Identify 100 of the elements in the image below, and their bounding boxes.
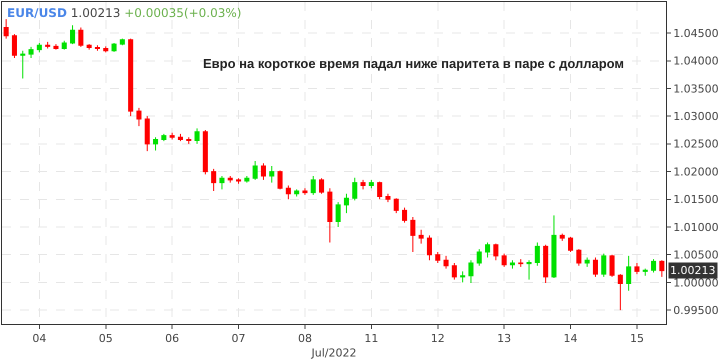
candlestick [618, 274, 623, 311]
candlestick [194, 128, 200, 144]
candlestick [518, 258, 524, 268]
x-tick-label: 07 [232, 332, 246, 346]
candlestick [244, 176, 250, 184]
candlestick [642, 268, 648, 276]
y-tick-label: 1.03000 [673, 110, 719, 124]
y-tick-label: 1.02000 [673, 165, 719, 178]
candlestick [460, 270, 466, 283]
y-tick-label: 1.03500 [673, 82, 719, 96]
candlestick [410, 216, 416, 252]
candlestick [402, 207, 408, 224]
candlestick [236, 178, 242, 184]
candlestick [592, 256, 598, 278]
candlestick [252, 160, 258, 180]
candlestick [12, 34, 17, 58]
x-tick-label: 15 [630, 332, 644, 346]
candlestick [62, 40, 67, 50]
candlestick [418, 229, 424, 244]
candlestick [260, 162, 266, 180]
x-tick-label: 12 [430, 332, 445, 346]
candlestick [534, 242, 540, 266]
candlestick [344, 193, 349, 214]
candlestick [485, 242, 490, 258]
candlestick [36, 42, 42, 53]
candlestick [568, 236, 574, 252]
candlestick [144, 116, 150, 152]
y-tick-label: 1.01500 [673, 193, 719, 206]
candlestick [4, 18, 9, 40]
candlestick [20, 50, 26, 79]
candlestick [659, 260, 664, 278]
candlestick [128, 38, 134, 117]
candlestick [385, 193, 390, 203]
candlestick [584, 256, 590, 268]
candlestick [634, 262, 640, 275]
candlestick [435, 251, 440, 264]
candlestick [310, 176, 316, 196]
candlestick [28, 46, 34, 58]
candlestick [269, 166, 274, 184]
candlestick [170, 132, 175, 140]
candlestick [502, 253, 507, 268]
candlestick [319, 178, 324, 194]
candlestick [452, 262, 457, 280]
candlestick [120, 38, 125, 46]
candlestick [610, 254, 615, 278]
candlestick [394, 198, 399, 214]
text: 1.00213 [670, 264, 716, 277]
candlestick [103, 46, 108, 53]
candlestick [211, 168, 216, 192]
candlestick [444, 255, 449, 270]
x-tick-label: 06 [165, 332, 180, 346]
y-tick-label: 1.04000 [673, 54, 719, 68]
x-tick-label: 14 [564, 332, 578, 346]
y-tick-label: 1.02500 [673, 138, 719, 151]
candlestick [510, 260, 515, 270]
y-tick-label: 0.99500 [673, 304, 719, 317]
candlestick [86, 44, 92, 50]
candlestick [294, 188, 300, 198]
chart-title: EUR/USD [7, 6, 67, 20]
candlestick [601, 253, 606, 278]
y-tick-label: 1.04500 [673, 26, 719, 40]
y-tick-label: 1.00500 [673, 248, 719, 262]
candlestick [560, 233, 565, 242]
candlestick [360, 179, 366, 190]
x-axis-title: Jul/2022 [310, 346, 356, 360]
candlestick [228, 176, 233, 184]
candlestick [178, 133, 183, 142]
candlestick [202, 130, 208, 175]
candlestick [526, 260, 532, 280]
candlestick [136, 107, 142, 127]
candlestick [302, 188, 308, 196]
candlestick [377, 181, 382, 200]
annotation: Евро на короткое время падал ниже паритета в паре с долларом [203, 56, 624, 71]
chart-subtitle: 1.00213 +0.00035(+0.03%) [70, 6, 242, 20]
candlestick [112, 42, 117, 52]
candlestick [336, 202, 341, 228]
candlestick [476, 248, 482, 266]
candlestick [161, 133, 166, 142]
candlestick [70, 24, 76, 45]
candlestick [78, 26, 84, 48]
candlestick [327, 188, 332, 244]
y-tick-label: 1.00000 [673, 276, 719, 290]
candlestick [626, 255, 632, 292]
candlestick [53, 44, 58, 50]
candlestick [368, 179, 374, 189]
candlestick [45, 41, 50, 50]
candlestick [219, 176, 224, 190]
candlestick [286, 184, 291, 200]
candlestick [94, 44, 100, 52]
x-tick-label: 04 [32, 332, 46, 346]
candlestick [543, 244, 548, 284]
x-tick-label: 05 [98, 332, 113, 346]
candlestick [186, 136, 192, 144]
x-tick-label: 08 [298, 332, 312, 346]
candlestick [493, 243, 498, 261]
x-tick-label: 11 [364, 332, 378, 346]
candlestick [426, 234, 432, 261]
candlestick [278, 170, 283, 190]
candlestick [551, 214, 556, 278]
candlestick [576, 248, 582, 266]
